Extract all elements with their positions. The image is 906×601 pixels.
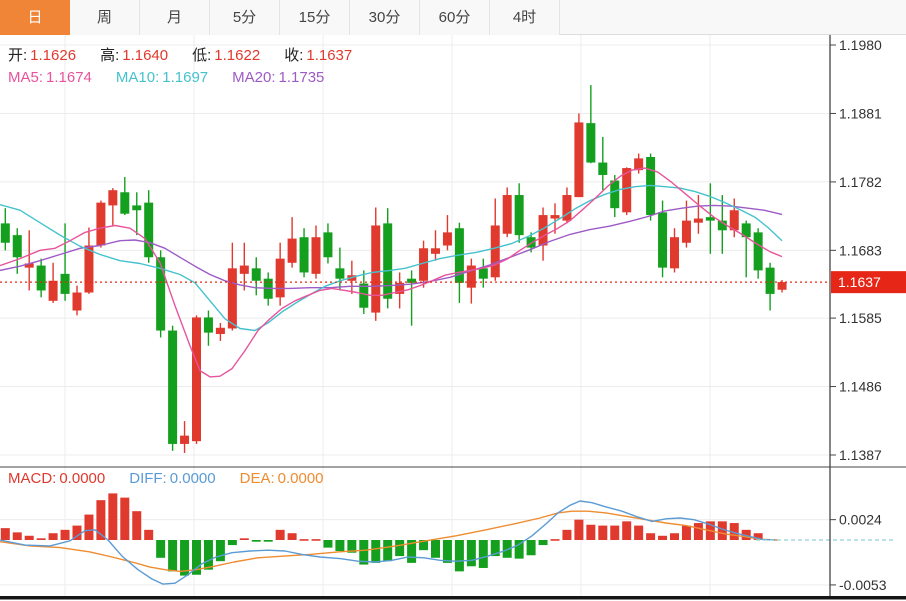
svg-text:1.1585: 1.1585 xyxy=(839,310,882,326)
svg-text:1.1881: 1.1881 xyxy=(839,105,882,121)
legend-item: DEA: 0.0000 xyxy=(239,470,324,487)
tab-30分[interactable]: 30分 xyxy=(350,0,420,35)
legend-item: 开: 1.1626 xyxy=(8,47,77,64)
legend-item: 高: 1.1640 xyxy=(100,47,169,64)
svg-text:1.1782: 1.1782 xyxy=(839,174,882,190)
legend-item: MA5: 1.1674 xyxy=(8,69,92,86)
diff-line xyxy=(0,500,776,585)
tab-周[interactable]: 周 xyxy=(70,0,140,35)
legend-item: DIFF: 0.0000 xyxy=(129,470,216,487)
tab-月[interactable]: 月 xyxy=(140,0,210,35)
legend-item: MA10: 1.1697 xyxy=(115,69,209,86)
ma20-line xyxy=(0,204,783,290)
y-axis: 1.1980 1.1881 1.1782 1.1683 1.1585 1.1486 1.13… xyxy=(830,37,887,593)
tab-4时[interactable]: 4时 xyxy=(490,0,560,35)
last-price-tag: 1.1637 xyxy=(831,271,906,294)
dea-line xyxy=(0,510,779,573)
macd-legend: MACD: 0.0000 DIFF: 0.0000 DEA: 0.0000 xyxy=(8,470,348,487)
legend-item: 收: 1.1637 xyxy=(284,47,353,64)
legend-item: 低: 1.1622 xyxy=(192,47,261,64)
tab-日[interactable]: 日 xyxy=(0,0,70,35)
svg-text:-0.0053: -0.0053 xyxy=(839,577,887,593)
svg-text:1.1486: 1.1486 xyxy=(839,379,882,395)
timeframe-tabbar: 日周月 5分 15分 30分 60分 4时 xyxy=(0,0,906,35)
svg-text:1.1683: 1.1683 xyxy=(839,242,882,258)
ohlc-legend: 开: 1.1626 高: 1.1640 低: 1.1622 收: 1.1637 xyxy=(8,44,376,65)
tab-60分[interactable]: 60分 xyxy=(420,0,490,35)
svg-text:1.1980: 1.1980 xyxy=(839,37,882,53)
macd-histogram xyxy=(0,493,763,576)
legend-item: MACD: 0.0000 xyxy=(8,470,106,487)
tab-15分[interactable]: 15分 xyxy=(280,0,350,35)
svg-text:0.0024: 0.0024 xyxy=(839,512,882,528)
svg-text:1.1637: 1.1637 xyxy=(838,274,881,290)
ma10-line xyxy=(0,184,783,332)
bottom-border xyxy=(0,596,906,600)
legend-item: MA20: 1.1735 xyxy=(232,69,325,86)
tab-5分[interactable]: 5分 xyxy=(210,0,280,35)
ma-legend: MA5: 1.1674 MA10: 1.1697 MA20: 1.1735 xyxy=(8,69,348,86)
svg-text:1.1387: 1.1387 xyxy=(839,447,882,463)
candles-layer xyxy=(0,85,787,453)
ma5-line xyxy=(0,167,783,378)
